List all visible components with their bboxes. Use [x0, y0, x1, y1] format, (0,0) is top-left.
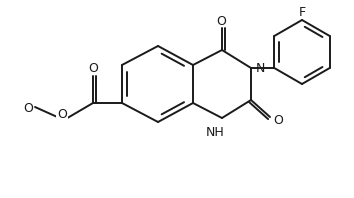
Text: N: N: [255, 62, 265, 74]
Text: O: O: [88, 63, 98, 75]
Text: O: O: [57, 108, 67, 121]
Text: O: O: [216, 14, 226, 28]
Text: O: O: [273, 113, 283, 127]
Text: F: F: [298, 6, 306, 18]
Text: O: O: [23, 102, 33, 114]
Text: NH: NH: [206, 126, 224, 138]
